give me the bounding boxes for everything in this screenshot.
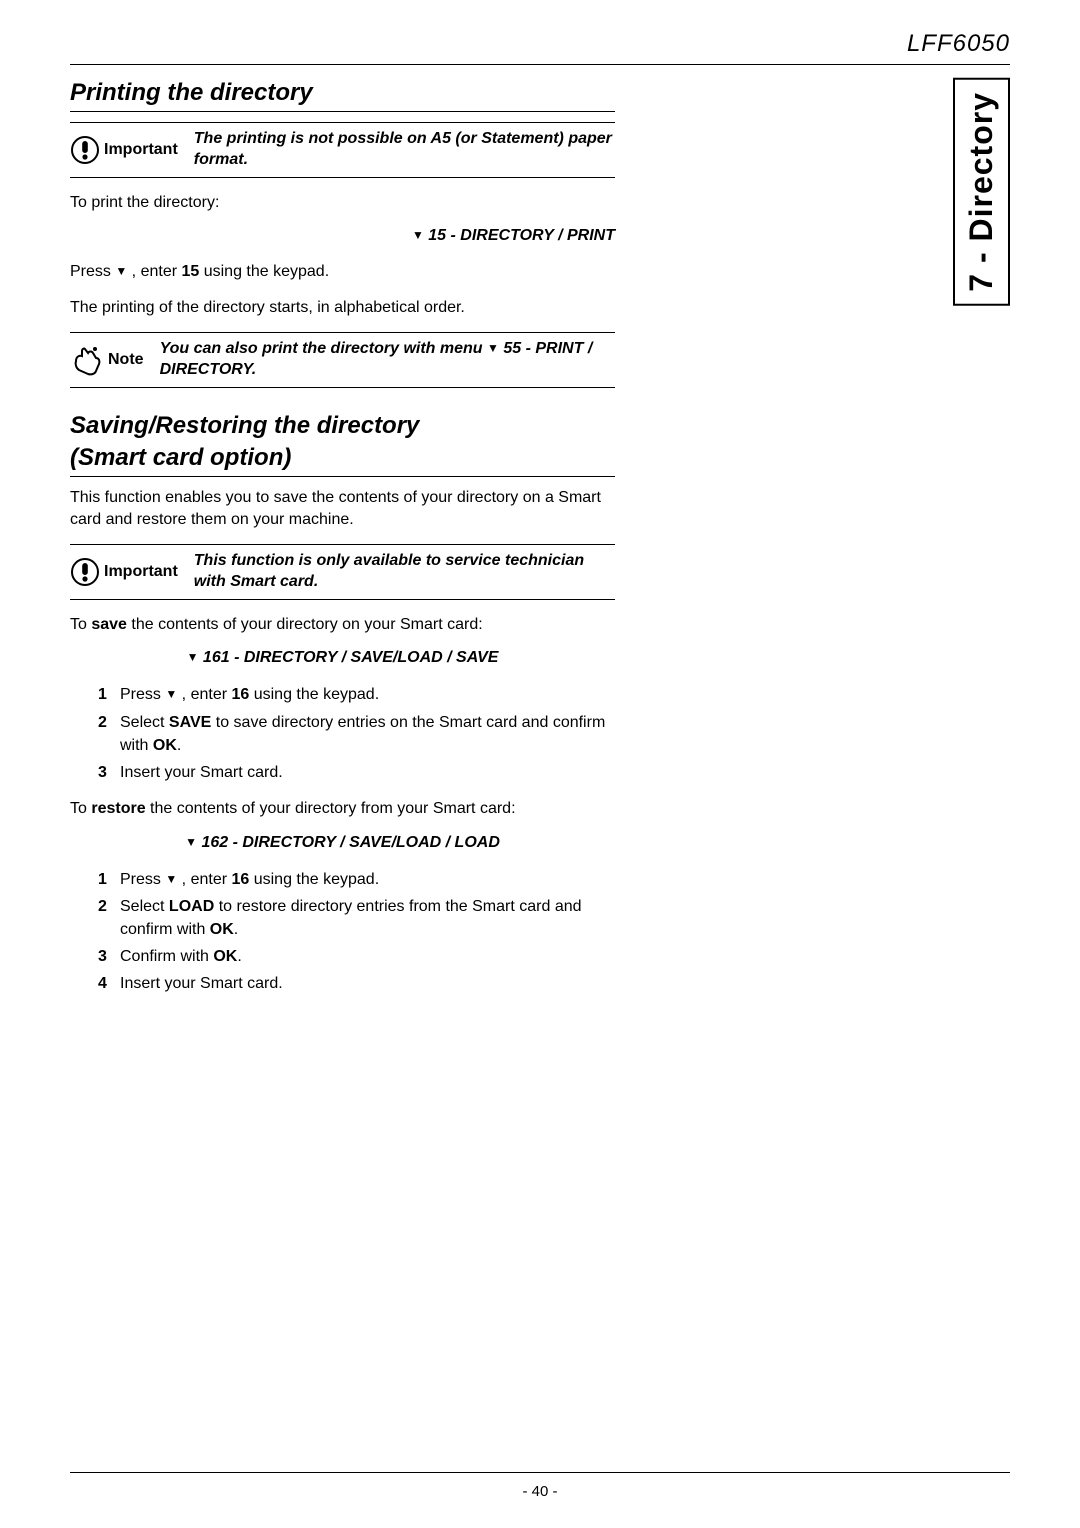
press-15-line: Press ▼ , enter 15 using the keypad.	[70, 261, 615, 283]
note-label: Note	[108, 351, 144, 369]
down-arrow-icon: ▼	[165, 871, 177, 888]
page-number: - 40 -	[0, 1483, 1080, 1500]
callout-important: Important The printing is not possible o…	[70, 122, 615, 178]
menu-path-162: ▼ 162 - DIRECTORY / SAVE/LOAD / LOAD	[70, 834, 615, 852]
t: restore	[91, 800, 145, 817]
menu-path-15: ▼ 15 - DIRECTORY / PRINT	[70, 227, 615, 245]
menu-save-text: 161 - DIRECTORY / SAVE/LOAD / SAVE	[203, 649, 498, 666]
t: the contents of your directory from your…	[146, 800, 516, 817]
section-title-saving-l1: Saving/Restoring the directory	[70, 412, 615, 440]
load-step-4: Insert your Smart card.	[98, 972, 615, 995]
print-result: The printing of the directory starts, in…	[70, 297, 615, 319]
press-tail: using the keypad.	[199, 263, 329, 280]
important-label: Important	[104, 141, 178, 159]
t: using the keypad.	[249, 871, 379, 888]
t: OK	[153, 737, 177, 754]
section-title-saving-l2: (Smart card option)	[70, 444, 615, 472]
save-steps: Press ▼ , enter 16 using the keypad. Sel…	[70, 683, 615, 784]
press-pre: Press	[70, 263, 115, 280]
callout-important-card: Important This function is only availabl…	[70, 544, 615, 600]
callout-note: Note You can also print the directory wi…	[70, 332, 615, 388]
t: SAVE	[169, 714, 211, 731]
load-step-2: Select LOAD to restore directory entries…	[98, 895, 615, 941]
t: LOAD	[169, 898, 214, 915]
important-label: Important	[104, 563, 178, 581]
t: , enter	[177, 686, 231, 703]
header-model: LFF6050	[70, 30, 1010, 58]
section-rule	[70, 111, 615, 112]
save-step-2: Select SAVE to save directory entries on…	[98, 711, 615, 757]
load-steps: Press ▼ , enter 16 using the keypad. Sel…	[70, 868, 615, 996]
press-post: , enter	[127, 263, 181, 280]
note-icon-group: Note	[70, 344, 144, 376]
down-arrow-icon: ▼	[165, 686, 177, 703]
t: using the keypad.	[249, 686, 379, 703]
footer-rule	[70, 1472, 1010, 1473]
t: OK	[213, 948, 237, 965]
menu-load-text: 162 - DIRECTORY / SAVE/LOAD / LOAD	[201, 834, 499, 851]
down-arrow-icon: ▼	[187, 650, 199, 664]
save-step-3: Insert your Smart card.	[98, 761, 615, 784]
press-num: 15	[181, 263, 199, 280]
down-arrow-icon: ▼	[487, 341, 499, 357]
save-intro: To save the contents of your directory o…	[70, 614, 615, 636]
save-intro-b: save	[91, 616, 127, 633]
header-rule	[70, 64, 1010, 65]
t: .	[234, 921, 238, 938]
load-step-3: Confirm with OK.	[98, 945, 615, 968]
section-rule	[70, 476, 615, 477]
note-text: You can also print the directory with me…	[160, 339, 615, 381]
exclamation-icon	[70, 135, 100, 165]
down-arrow-icon: ▼	[412, 228, 424, 242]
load-step-1: Press ▼ , enter 16 using the keypad.	[98, 868, 615, 891]
important-card-text: This function is only available to servi…	[194, 551, 615, 593]
t: Select	[120, 714, 169, 731]
hand-icon	[70, 344, 104, 376]
t: Select	[120, 898, 169, 915]
save-intro-a: To	[70, 616, 91, 633]
t: Confirm with	[120, 948, 213, 965]
menu-path-161: ▼ 161 - DIRECTORY / SAVE/LOAD / SAVE	[70, 649, 615, 667]
down-arrow-icon: ▼	[115, 263, 127, 279]
chapter-side-tab: 7 - Directory	[953, 78, 1010, 306]
page-footer: - 40 -	[0, 1472, 1080, 1500]
restore-intro: To restore the contents of your director…	[70, 798, 615, 820]
note-text-c: .	[252, 361, 256, 378]
important-icon-group: Important	[70, 557, 178, 587]
t: 16	[231, 686, 249, 703]
t: OK	[210, 921, 234, 938]
t: .	[177, 737, 181, 754]
t: To	[70, 800, 91, 817]
menu-path-text: 15 - DIRECTORY / PRINT	[428, 227, 615, 244]
saving-intro: This function enables you to save the co…	[70, 487, 615, 530]
important-text: The printing is not possible on A5 (or S…	[194, 129, 615, 171]
t: 16	[231, 871, 249, 888]
t: , enter	[177, 871, 231, 888]
down-arrow-icon: ▼	[185, 835, 197, 849]
t: Press	[120, 871, 165, 888]
exclamation-icon	[70, 557, 100, 587]
print-intro: To print the directory:	[70, 192, 615, 214]
section-title-printing: Printing the directory	[70, 79, 615, 107]
save-intro-c: the contents of your directory on your S…	[127, 616, 483, 633]
t: Press	[120, 686, 165, 703]
note-text-a: You can also print the directory with me…	[160, 340, 487, 357]
save-step-1: Press ▼ , enter 16 using the keypad.	[98, 683, 615, 706]
t: .	[237, 948, 241, 965]
important-icon-group: Important	[70, 135, 178, 165]
